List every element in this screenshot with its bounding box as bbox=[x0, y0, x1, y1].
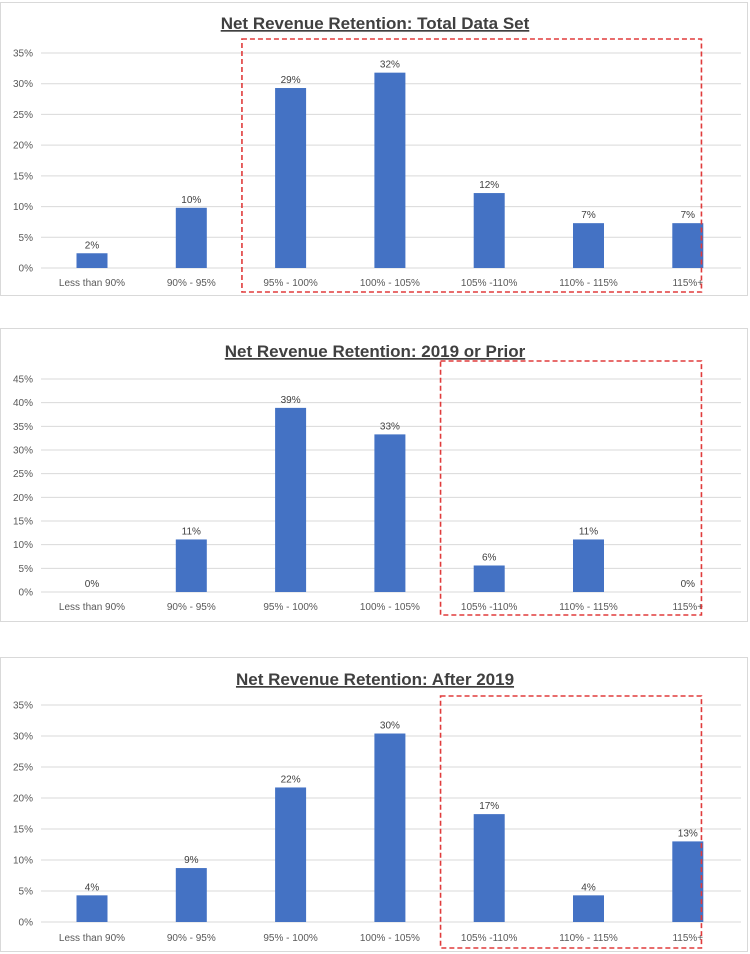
chart-panel-total: Net Revenue Retention: Total Data Set 0% 5… bbox=[0, 2, 748, 296]
data-label: 29% bbox=[281, 75, 301, 86]
data-label: 7% bbox=[581, 210, 596, 221]
data-label: 39% bbox=[281, 395, 301, 406]
data-label: 2% bbox=[85, 240, 100, 251]
x-category-label: Less than 90% bbox=[59, 602, 125, 613]
data-label: 22% bbox=[281, 774, 301, 785]
bar bbox=[374, 434, 406, 592]
chart-after-2019: Net Revenue Retention: After 2019 0% 5% 10%… bbox=[13, 670, 741, 949]
x-category-label: 95% - 100% bbox=[263, 933, 318, 944]
y-tick-label: 5% bbox=[19, 887, 34, 898]
chart-panel-2019-or-prior: Net Revenue Retention: 2019 or Prior 0% 5%… bbox=[0, 328, 748, 622]
y-tick-label: 40% bbox=[13, 398, 33, 409]
x-category-label: 110% - 115% bbox=[559, 933, 618, 944]
x-category-label: 95% - 100% bbox=[263, 278, 318, 289]
data-label: 4% bbox=[85, 882, 100, 893]
y-tick-label: 35% bbox=[13, 422, 33, 433]
chart-title: Net Revenue Retention: Total Data Set bbox=[221, 14, 530, 33]
x-category-label: 110% - 115% bbox=[559, 278, 618, 289]
y-tick-label: 35% bbox=[13, 49, 33, 60]
x-category-label: 115%+ bbox=[672, 602, 703, 613]
chart-2019-or-prior: Net Revenue Retention: 2019 or Prior 0% 5%… bbox=[13, 342, 741, 616]
bar bbox=[573, 895, 604, 922]
data-label: 4% bbox=[581, 882, 596, 893]
y-tick-label: 20% bbox=[13, 794, 33, 805]
bar bbox=[175, 868, 207, 922]
x-category-label: 115%+ bbox=[672, 278, 703, 289]
data-label: 32% bbox=[380, 60, 400, 71]
chart-total-data-set: Net Revenue Retention: Total Data Set 0% 5… bbox=[13, 14, 741, 293]
y-tick-label: 0% bbox=[19, 918, 34, 929]
data-label: 11% bbox=[579, 526, 598, 537]
x-category-label: 100% - 105% bbox=[360, 602, 420, 613]
x-category-label: 100% - 105% bbox=[360, 933, 420, 944]
y-tick-label: 15% bbox=[13, 171, 33, 182]
data-label: 30% bbox=[380, 721, 400, 732]
y-tick-label: 10% bbox=[13, 202, 33, 213]
bar bbox=[473, 193, 505, 268]
y-tick-label: 20% bbox=[13, 493, 33, 504]
y-tick-label: 15% bbox=[13, 825, 33, 836]
y-tick-label: 0% bbox=[19, 588, 34, 599]
y-tick-label: 30% bbox=[13, 446, 33, 457]
x-category-label: Less than 90% bbox=[59, 933, 125, 944]
chart-title: Net Revenue Retention: After 2019 bbox=[236, 670, 514, 689]
highlight-box bbox=[439, 695, 703, 949]
data-label: 12% bbox=[479, 180, 499, 191]
data-label: 13% bbox=[678, 828, 698, 839]
data-label: 0% bbox=[681, 579, 696, 590]
y-tick-label: 15% bbox=[13, 517, 33, 528]
bar bbox=[473, 814, 505, 922]
x-category-label: 100% - 105% bbox=[360, 278, 420, 289]
y-tick-label: 30% bbox=[13, 79, 33, 90]
bar bbox=[573, 539, 604, 592]
x-category-label: 95% - 100% bbox=[263, 602, 318, 613]
bar bbox=[175, 539, 207, 592]
x-category-label: 105% -110% bbox=[461, 278, 518, 289]
x-category-label: 90% - 95% bbox=[167, 602, 216, 613]
y-tick-label: 25% bbox=[13, 763, 33, 774]
bar bbox=[672, 841, 704, 922]
bar bbox=[76, 895, 108, 922]
y-tick-label: 25% bbox=[13, 469, 33, 480]
x-category-label: 90% - 95% bbox=[167, 933, 216, 944]
data-label: 9% bbox=[184, 855, 199, 866]
bar bbox=[374, 733, 406, 922]
bar bbox=[275, 88, 307, 268]
data-label: 0% bbox=[85, 579, 100, 590]
x-category-label: 90% - 95% bbox=[167, 278, 216, 289]
x-category-label: 105% -110% bbox=[461, 602, 518, 613]
chart-title: Net Revenue Retention: 2019 or Prior bbox=[225, 342, 526, 361]
y-tick-label: 20% bbox=[13, 141, 33, 152]
bar bbox=[175, 207, 207, 268]
bar bbox=[275, 787, 307, 922]
bar bbox=[275, 407, 307, 592]
y-tick-label: 0% bbox=[19, 264, 34, 275]
data-label: 6% bbox=[482, 552, 497, 563]
data-label: 11% bbox=[182, 526, 201, 537]
y-tick-label: 5% bbox=[19, 564, 34, 575]
x-category-label: 115%+ bbox=[672, 933, 703, 944]
x-category-label: Less than 90% bbox=[59, 278, 125, 289]
y-tick-label: 10% bbox=[13, 540, 33, 551]
data-label: 17% bbox=[479, 801, 499, 812]
x-category-label: 110% - 115% bbox=[559, 602, 618, 613]
bar bbox=[76, 253, 108, 268]
data-label: 7% bbox=[681, 210, 696, 221]
y-tick-label: 25% bbox=[13, 110, 33, 121]
data-label: 10% bbox=[181, 195, 201, 206]
bar bbox=[473, 565, 505, 592]
bar bbox=[672, 223, 704, 268]
y-tick-label: 35% bbox=[13, 701, 33, 712]
y-tick-label: 10% bbox=[13, 856, 33, 867]
bar bbox=[374, 72, 406, 269]
chart-panel-after-2019: Net Revenue Retention: After 2019 0% 5% 10%… bbox=[0, 657, 748, 952]
y-tick-label: 30% bbox=[13, 732, 33, 743]
y-tick-label: 5% bbox=[19, 233, 34, 244]
x-category-label: 105% -110% bbox=[461, 933, 518, 944]
highlight-box bbox=[241, 38, 703, 293]
bar bbox=[573, 223, 604, 268]
highlight-box bbox=[439, 360, 703, 616]
y-tick-label: 45% bbox=[13, 375, 33, 386]
data-label: 33% bbox=[380, 421, 400, 432]
